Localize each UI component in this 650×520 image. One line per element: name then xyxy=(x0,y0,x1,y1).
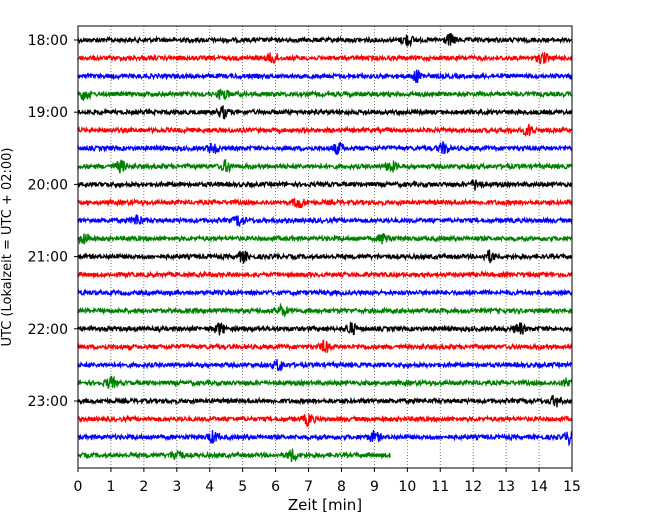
x-tick-label-12: 12 xyxy=(464,479,482,495)
x-tick-label-13: 13 xyxy=(497,479,515,495)
seismic-traces xyxy=(77,32,573,463)
trace-2030 xyxy=(77,214,573,227)
trace-1845 xyxy=(77,88,573,101)
y-axis-ticks: 18:00 19:00 20:00 21:00 22:00 23:00 xyxy=(28,33,78,410)
x-tick-label-7: 7 xyxy=(304,479,313,495)
trace-2145 xyxy=(77,302,573,318)
plot-frame xyxy=(77,25,573,469)
y-tick-label-20:00: 20:00 xyxy=(28,177,68,193)
x-tick-label-0: 0 xyxy=(74,479,83,495)
trace-2300 xyxy=(77,394,573,408)
trace-2230 xyxy=(77,359,573,372)
x-tick-label-14: 14 xyxy=(530,479,548,495)
trace-1800 xyxy=(77,32,573,48)
trace-2245 xyxy=(77,375,573,389)
trace-2045 xyxy=(77,232,573,245)
x-tick-label-11: 11 xyxy=(431,479,449,495)
x-tick-label-8: 8 xyxy=(337,479,346,495)
trace-1945 xyxy=(77,159,573,174)
trace-2015 xyxy=(77,197,573,209)
y-tick-label-22:00: 22:00 xyxy=(28,322,68,338)
y-tick-label-23:00: 23:00 xyxy=(28,394,68,410)
x-tick-label-5: 5 xyxy=(238,479,247,495)
trace-1915 xyxy=(77,123,573,138)
y-tick-label-19:00: 19:00 xyxy=(28,105,68,121)
x-tick-label-6: 6 xyxy=(271,479,280,495)
trace-2315 xyxy=(77,413,573,428)
x-axis-ticks: 0 1 2 3 4 5 6 7 8 9 10 11 12 13 14 15 xyxy=(74,468,581,495)
x-tick-label-3: 3 xyxy=(172,479,181,495)
trace-1900 xyxy=(77,105,573,120)
x-tick-label-4: 4 xyxy=(205,479,214,495)
trace-1830 xyxy=(77,69,573,84)
x-tick-label-10: 10 xyxy=(398,479,416,495)
trace-2100 xyxy=(77,249,573,264)
trace-1815 xyxy=(77,51,573,65)
trace-2115 xyxy=(77,270,573,280)
x-tick-label-15: 15 xyxy=(563,479,581,495)
x-axis-label: Zeit [min] xyxy=(288,496,362,514)
x-tick-label-9: 9 xyxy=(370,479,379,495)
trace-1930 xyxy=(77,141,573,155)
y-axis-label: UTC (Lokalzeit = UTC + 02:00) xyxy=(0,148,15,347)
trace-2330 xyxy=(77,429,573,447)
trace-2000 xyxy=(77,179,573,191)
x-tick-label-1: 1 xyxy=(106,479,115,495)
y-tick-label-21:00: 21:00 xyxy=(28,250,68,266)
trace-2130 xyxy=(77,288,573,298)
trace-2345 xyxy=(77,448,392,463)
trace-2215 xyxy=(77,339,573,354)
x-tick-label-2: 2 xyxy=(139,479,148,495)
trace-2200 xyxy=(77,321,573,336)
y-tick-label-18:00: 18:00 xyxy=(28,33,68,49)
